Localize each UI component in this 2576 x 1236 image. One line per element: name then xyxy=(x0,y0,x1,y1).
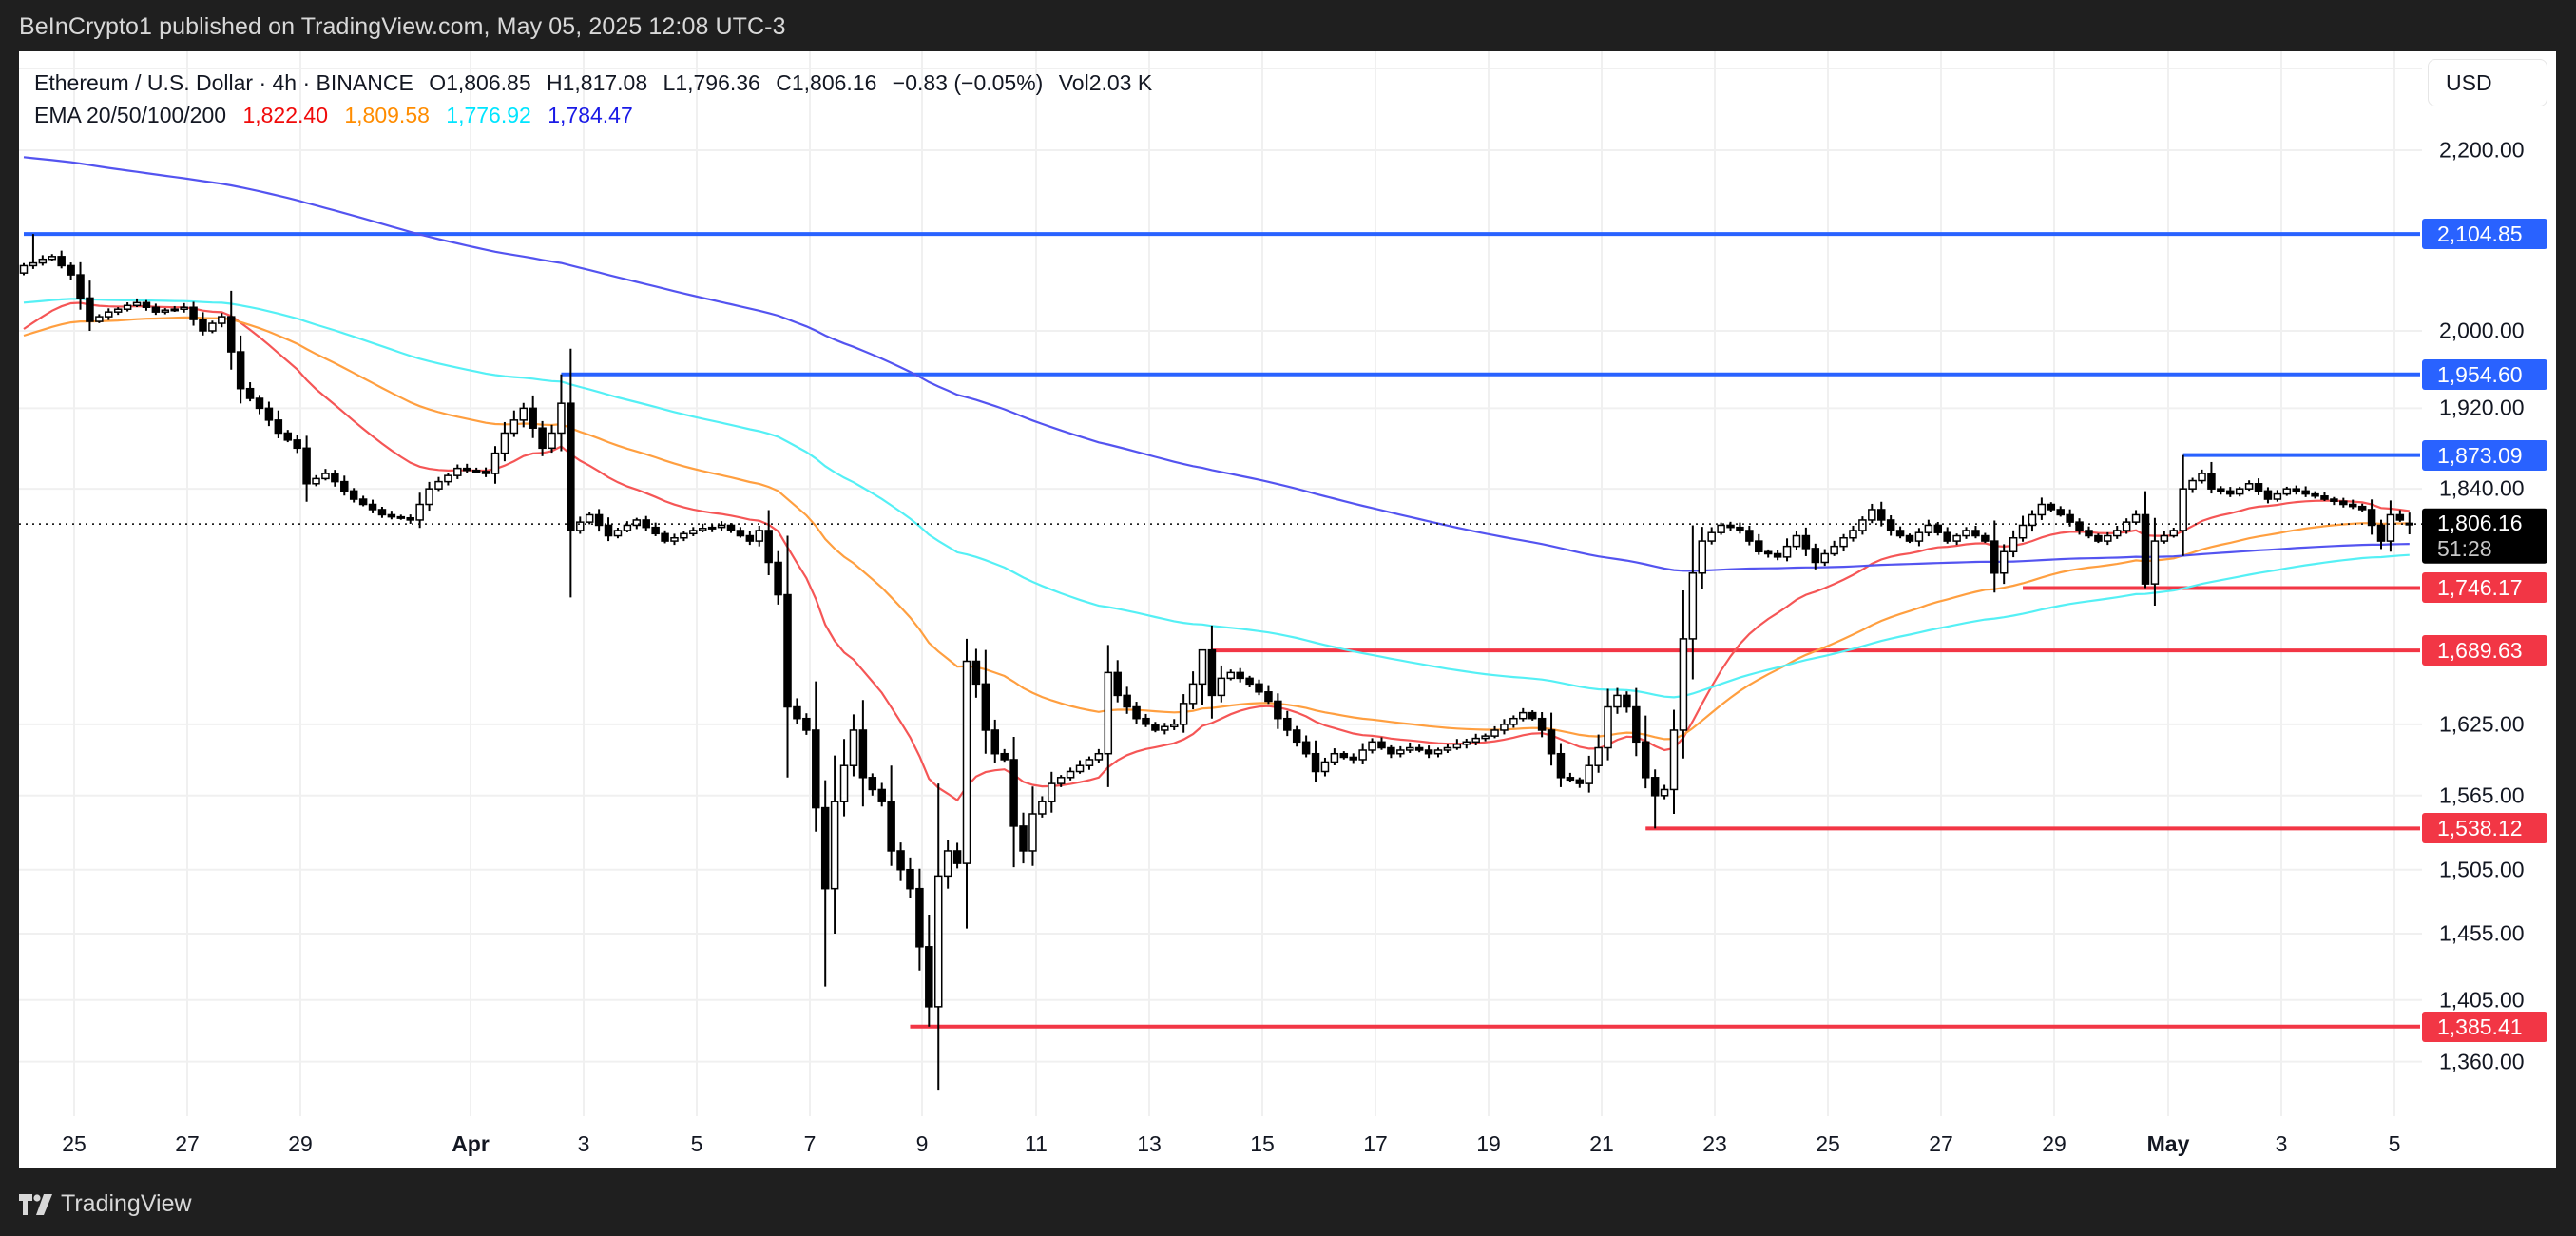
volume-value: Vol2.03 K xyxy=(1058,70,1153,95)
price-tick-label: 1,360.00 xyxy=(2439,1049,2525,1074)
ema100-value: 1,776.92 xyxy=(446,103,531,127)
price-level-badge: 1,538.12 xyxy=(2422,813,2547,844)
time-tick-label: 19 xyxy=(1476,1131,1501,1156)
price-level-badge: 2,104.85 xyxy=(2422,219,2547,250)
time-tick-label: 25 xyxy=(1816,1131,1840,1156)
time-tick-label: 23 xyxy=(1702,1131,1727,1156)
footer-brand: TradingView xyxy=(19,1190,192,1218)
time-tick-label: May xyxy=(2146,1131,2190,1156)
symbol-title[interactable]: Ethereum / U.S. Dollar · 4h · BINANCE xyxy=(34,70,413,95)
time-tick-label: 27 xyxy=(175,1131,200,1156)
high-value: H1,817.08 xyxy=(547,70,648,95)
candles xyxy=(19,234,2414,1091)
time-tick-label: 7 xyxy=(803,1131,817,1156)
price-level-badge: 1,746.17 xyxy=(2422,572,2547,604)
bar-countdown: 51:28 xyxy=(2437,535,2492,561)
time-tick-label: 5 xyxy=(690,1131,703,1156)
price-tick-label: 1,455.00 xyxy=(2439,920,2525,946)
time-tick-label: 11 xyxy=(1025,1131,1048,1156)
current-price-badge: 1,806.16 51:28 xyxy=(2422,508,2547,564)
support-resistance-levels xyxy=(24,232,2420,1029)
time-tick-label: 3 xyxy=(2275,1131,2288,1156)
price-tick-label: 2,000.00 xyxy=(2439,318,2525,343)
time-tick-label: 15 xyxy=(1250,1131,1275,1156)
ema-indicator-label[interactable]: EMA 20/50/100/200 xyxy=(34,103,227,127)
change-value: −0.83 (−0.05%) xyxy=(892,70,1044,95)
ema20-value: 1,822.40 xyxy=(242,103,328,127)
price-tick-label: 2,200.00 xyxy=(2439,137,2525,163)
price-tick-label: 1,625.00 xyxy=(2439,711,2525,737)
close-value: C1,806.16 xyxy=(776,70,877,95)
grid-lines xyxy=(19,51,2422,1116)
ema200-value: 1,784.47 xyxy=(548,103,633,127)
time-tick-label: 3 xyxy=(577,1131,590,1156)
footer-brand-name: TradingView xyxy=(61,1190,192,1217)
time-tick-label: 21 xyxy=(1589,1131,1614,1156)
current-price-value: 1,806.16 xyxy=(2437,510,2523,535)
price-tick-label: 1,565.00 xyxy=(2439,782,2525,808)
price-level-badge: 1,954.60 xyxy=(2422,358,2547,390)
price-level-badge: 1,873.09 xyxy=(2422,439,2547,471)
currency-button[interactable]: USD xyxy=(2428,59,2547,106)
price-tick-label: 1,405.00 xyxy=(2439,987,2525,1013)
price-tick-label: 1,920.00 xyxy=(2439,395,2525,420)
time-tick-label: 13 xyxy=(1137,1131,1162,1156)
time-tick-label: 9 xyxy=(915,1131,929,1156)
time-tick-label: 25 xyxy=(62,1131,87,1156)
price-tick-label: 1,840.00 xyxy=(2439,475,2525,501)
ema-lines xyxy=(23,156,2410,802)
time-tick-label: 17 xyxy=(1363,1131,1388,1156)
ema50-value: 1,809.58 xyxy=(344,103,430,127)
time-tick-label: Apr xyxy=(452,1131,490,1156)
publish-info: BeInCrypto1 published on TradingView.com… xyxy=(19,13,786,40)
price-level-badge: 1,385.41 xyxy=(2422,1011,2547,1042)
chart-legend: Ethereum / U.S. Dollar · 4h · BINANCE O1… xyxy=(34,67,1162,131)
tradingview-logo-icon xyxy=(19,1193,52,1215)
low-value: L1,796.36 xyxy=(663,70,760,95)
ema-legend-row: EMA 20/50/100/200 1,822.40 1,809.58 1,77… xyxy=(34,99,1162,131)
price-tick-label: 1,505.00 xyxy=(2439,857,2525,882)
time-tick-label: 29 xyxy=(2042,1131,2067,1156)
time-tick-label: 27 xyxy=(1929,1131,1953,1156)
open-value: O1,806.85 xyxy=(429,70,531,95)
time-tick-label: 5 xyxy=(2388,1131,2401,1156)
price-level-badge: 1,689.63 xyxy=(2422,635,2547,666)
symbol-ohlc-row: Ethereum / U.S. Dollar · 4h · BINANCE O1… xyxy=(34,67,1162,99)
time-tick-label: 29 xyxy=(288,1131,313,1156)
chart-panel[interactable] xyxy=(19,51,2556,1168)
